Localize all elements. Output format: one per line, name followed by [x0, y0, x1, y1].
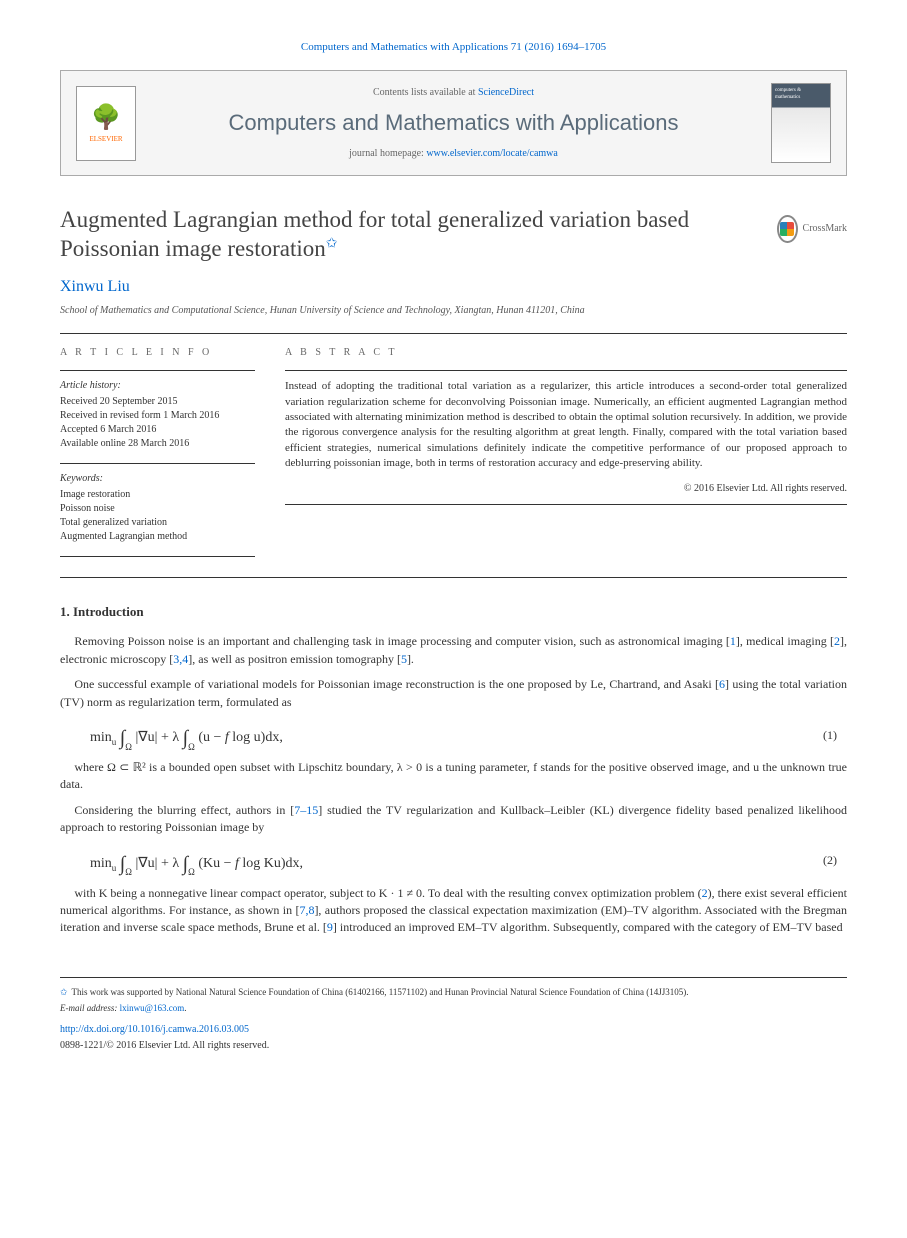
article-title: Augmented Lagrangian method for total ge… — [60, 206, 777, 264]
title-row: Augmented Lagrangian method for total ge… — [60, 206, 847, 264]
equation-1: minu ∫Ω |∇u| + λ ∫Ω (u − f log u)dx, (1) — [60, 721, 847, 749]
keyword: Image restoration — [60, 488, 255, 502]
ref-link[interactable]: 7–15 — [294, 803, 318, 817]
title-footnote-star[interactable]: ✩ — [326, 236, 338, 251]
history-line: Received 20 September 2015 — [60, 395, 255, 409]
keywords-heading: Keywords: — [60, 472, 255, 486]
page-container: Computers and Mathematics with Applicati… — [0, 0, 907, 1093]
abstract-text: Instead of adopting the traditional tota… — [285, 379, 847, 471]
equation-number: (2) — [823, 852, 837, 869]
equation-number: (1) — [823, 727, 837, 744]
journal-header-box: 🌳 ELSEVIER Contents lists available at S… — [60, 70, 847, 176]
keyword: Poisson noise — [60, 502, 255, 516]
ref-link[interactable]: 3,4 — [173, 652, 188, 666]
tree-icon: 🌳 — [91, 102, 121, 136]
history-heading: Article history: — [60, 379, 255, 393]
contents-line: Contents lists available at ScienceDirec… — [151, 86, 756, 100]
header-center: Contents lists available at ScienceDirec… — [151, 86, 756, 161]
email-footnote: E-mail address: lxinwu@163.com. — [60, 1002, 847, 1015]
keywords-block: Keywords: Image restoration Poisson nois… — [60, 472, 255, 544]
homepage-line: journal homepage: www.elsevier.com/locat… — [151, 147, 756, 161]
history-line: Accepted 6 March 2016 — [60, 423, 255, 437]
email-link[interactable]: lxinwu@163.com — [120, 1003, 185, 1013]
abstract-copyright: © 2016 Elsevier Ltd. All rights reserved… — [285, 482, 847, 496]
abstract-column: A B S T R A C T Instead of adopting the … — [285, 346, 847, 557]
keyword: Total generalized variation — [60, 516, 255, 530]
section-heading: 1. Introduction — [60, 603, 847, 621]
history-line: Received in revised form 1 March 2016 — [60, 409, 255, 423]
history-line: Available online 28 March 2016 — [60, 437, 255, 451]
footnote-star-icon: ✩ — [60, 987, 68, 997]
crossmark-badge[interactable]: CrossMark — [777, 206, 847, 251]
author-name[interactable]: Xinwu Liu — [60, 276, 847, 298]
page-footer: ✩This work was supported by National Nat… — [60, 977, 847, 1053]
elsevier-logo[interactable]: 🌳 ELSEVIER — [76, 86, 136, 161]
article-history: Article history: Received 20 September 2… — [60, 379, 255, 451]
divider — [60, 333, 847, 334]
divider — [60, 577, 847, 578]
body-paragraph: One successful example of variational mo… — [60, 676, 847, 711]
abstract-label: A B S T R A C T — [285, 346, 847, 360]
crossmark-icon — [777, 215, 798, 243]
article-info-column: A R T I C L E I N F O Article history: R… — [60, 346, 255, 557]
info-abstract-row: A R T I C L E I N F O Article history: R… — [60, 346, 847, 557]
affiliation: School of Mathematics and Computational … — [60, 304, 847, 318]
funding-footnote: ✩This work was supported by National Nat… — [60, 986, 847, 999]
doi-link[interactable]: http://dx.doi.org/10.1016/j.camwa.2016.0… — [60, 1023, 847, 1037]
issn-line: 0898-1221/© 2016 Elsevier Ltd. All right… — [60, 1039, 847, 1053]
keyword: Augmented Lagrangian method — [60, 530, 255, 544]
body-paragraph: where Ω ⊂ ℝ² is a bounded open subset wi… — [60, 759, 847, 794]
elsevier-label: ELSEVIER — [89, 135, 122, 145]
ref-link[interactable]: 7,8 — [299, 903, 314, 917]
journal-name: Computers and Mathematics with Applicati… — [151, 108, 756, 139]
equation-2: minu ∫Ω |∇u| + λ ∫Ω (Ku − f log Ku)dx, (… — [60, 847, 847, 875]
sciencedirect-link[interactable]: ScienceDirect — [478, 87, 534, 98]
body-paragraph: Considering the blurring effect, authors… — [60, 802, 847, 837]
introduction-section: 1. Introduction Removing Poisson noise i… — [60, 603, 847, 936]
journal-cover-thumbnail[interactable]: computers & mathematics — [771, 83, 831, 163]
body-paragraph: with K being a nonnegative linear compac… — [60, 885, 847, 937]
top-citation: Computers and Mathematics with Applicati… — [60, 40, 847, 55]
equation-body: minu ∫Ω |∇u| + λ ∫Ω (Ku − f log Ku)dx, — [90, 847, 823, 875]
homepage-link[interactable]: www.elsevier.com/locate/camwa — [426, 148, 558, 159]
info-label: A R T I C L E I N F O — [60, 346, 255, 360]
body-paragraph: Removing Poisson noise is an important a… — [60, 633, 847, 668]
equation-body: minu ∫Ω |∇u| + λ ∫Ω (u − f log u)dx, — [90, 721, 823, 749]
